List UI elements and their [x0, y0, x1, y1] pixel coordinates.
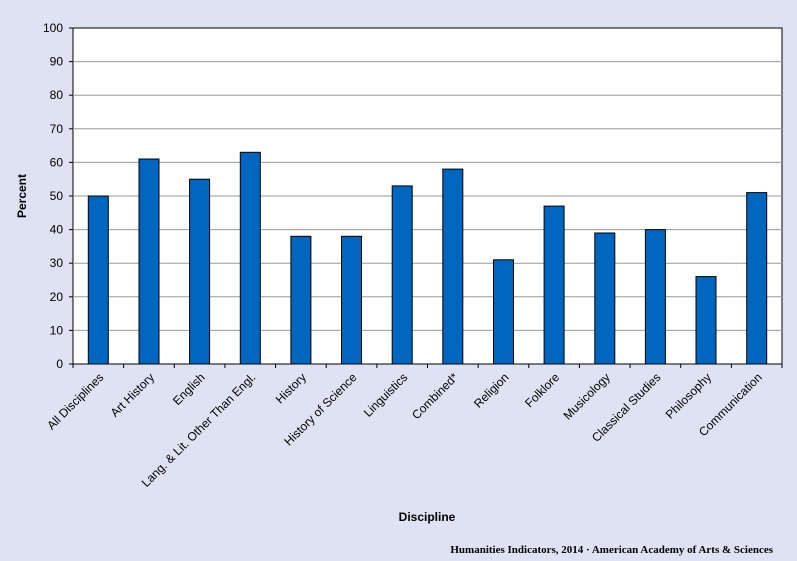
- bar: [594, 232, 616, 365]
- x-tick-label: Religion: [471, 370, 512, 411]
- x-tick-label: All Disciplines: [44, 370, 106, 432]
- x-tick-label: Art History: [108, 370, 158, 420]
- source-credit: Humanities Indicators, 2014 · American A…: [450, 544, 773, 556]
- y-tick-label: 60: [50, 155, 64, 169]
- x-tick-label: History: [273, 370, 309, 406]
- bar: [493, 259, 514, 365]
- bar: [644, 229, 666, 365]
- bar: [391, 185, 413, 365]
- y-tick-label: 0: [56, 357, 63, 371]
- y-tick-label: 40: [50, 223, 64, 237]
- bar: [442, 168, 464, 365]
- y-tick-label: 30: [50, 256, 64, 270]
- bar: [341, 235, 362, 365]
- bar: [746, 192, 768, 365]
- bars: [87, 151, 768, 365]
- y-tick-label: 70: [50, 122, 64, 136]
- bar: [695, 276, 717, 365]
- x-tick-label: English: [170, 370, 208, 408]
- bar: [138, 158, 160, 365]
- bar: [239, 151, 261, 365]
- x-tick-label: Musicology: [561, 370, 613, 422]
- y-tick-label: 90: [50, 55, 64, 69]
- y-tick-label: 20: [50, 290, 64, 304]
- bar: [543, 205, 565, 365]
- y-tick-label: 50: [50, 189, 64, 203]
- y-tick-label: 10: [50, 323, 64, 337]
- x-tick-label: Philosophy: [663, 370, 714, 421]
- x-tick-label: Folklore: [522, 370, 562, 410]
- x-axis-title: Discipline: [399, 510, 456, 524]
- x-tick-label: Linguistics: [361, 370, 411, 420]
- bar: [290, 235, 312, 365]
- y-axis: 0 10 20 30 40 50 60 70 80 90 100: [43, 21, 73, 371]
- bar: [189, 178, 211, 365]
- x-tick-label: Combined*: [409, 370, 461, 422]
- y-tick-label: 80: [50, 88, 64, 102]
- bar: [87, 195, 109, 365]
- y-tick-label: 100: [43, 21, 63, 35]
- y-axis-title: Percent: [15, 174, 29, 218]
